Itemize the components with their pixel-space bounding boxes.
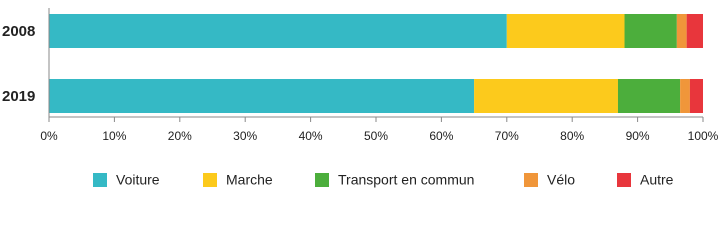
legend-swatch — [524, 173, 538, 187]
bar-segment — [617, 79, 681, 113]
legend-swatch — [93, 173, 107, 187]
chart: 2008 2019 0% 10% 20% 30% 40% 50% 60% 70% 80% 90% 100… — [2, 8, 719, 188]
legend-label: Voiture — [116, 172, 160, 188]
x-tick-label: 100% — [688, 129, 719, 143]
x-tick-label: 30% — [233, 129, 257, 143]
legend-swatch — [203, 173, 217, 187]
bar-segment — [686, 14, 703, 48]
x-tick-label: 90% — [626, 129, 650, 143]
legend-label: Autre — [640, 172, 674, 188]
legend-swatch — [315, 173, 329, 187]
x-tick-label: 60% — [429, 129, 453, 143]
x-tick-label: 70% — [495, 129, 519, 143]
x-tick-label: 50% — [364, 129, 388, 143]
page: {"chart_data": {"type": "stacked-bar", "… — [2, 8, 719, 188]
x-tick-label: 10% — [102, 129, 126, 143]
bar-segment — [506, 14, 625, 48]
bar-segment — [49, 79, 475, 113]
bar-segment — [680, 79, 690, 113]
legend-label: Marche — [226, 172, 273, 188]
bar-segment — [49, 14, 507, 48]
bar-segment — [676, 14, 687, 48]
x-tick-label: 40% — [299, 129, 323, 143]
x-tick-label: 0% — [40, 129, 58, 143]
legend-swatch — [617, 173, 631, 187]
category-label: 2019 — [2, 88, 35, 105]
bar-segment — [689, 79, 703, 113]
x-tick-label: 20% — [168, 129, 192, 143]
bar-segment — [474, 79, 618, 113]
category-label: 2008 — [2, 23, 35, 40]
x-tick-label: 80% — [560, 129, 584, 143]
bar-segment — [624, 14, 677, 48]
legend-label: Transport en commun — [338, 172, 474, 188]
legend-label: Vélo — [547, 172, 575, 188]
